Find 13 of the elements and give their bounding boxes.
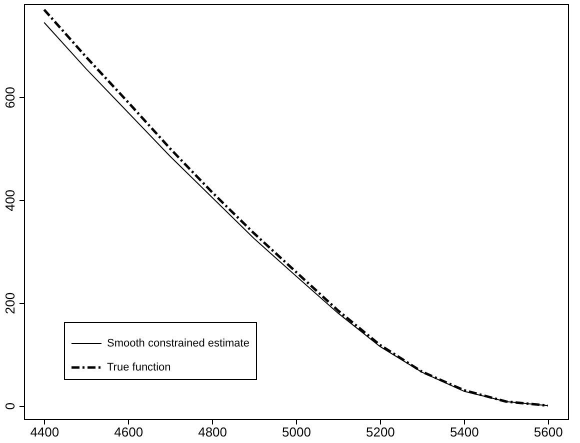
- x-tick-label: 4600: [114, 424, 144, 440]
- x-tick-label: 4800: [198, 424, 228, 440]
- x-tick-label: 5600: [534, 424, 563, 440]
- legend-label: Smooth constrained estimate: [107, 338, 250, 350]
- x-tick-label: 5000: [282, 424, 311, 440]
- legend-label: True function: [107, 362, 171, 374]
- y-tick-label: 400: [2, 190, 18, 212]
- y-tick-label: 0: [2, 402, 18, 410]
- x-tick-label: 5400: [450, 424, 479, 440]
- x-tick-label: 4400: [30, 424, 60, 440]
- y-tick-label: 200: [2, 292, 18, 314]
- y-tick-label: 600: [2, 86, 18, 108]
- x-tick-label: 5200: [366, 424, 395, 440]
